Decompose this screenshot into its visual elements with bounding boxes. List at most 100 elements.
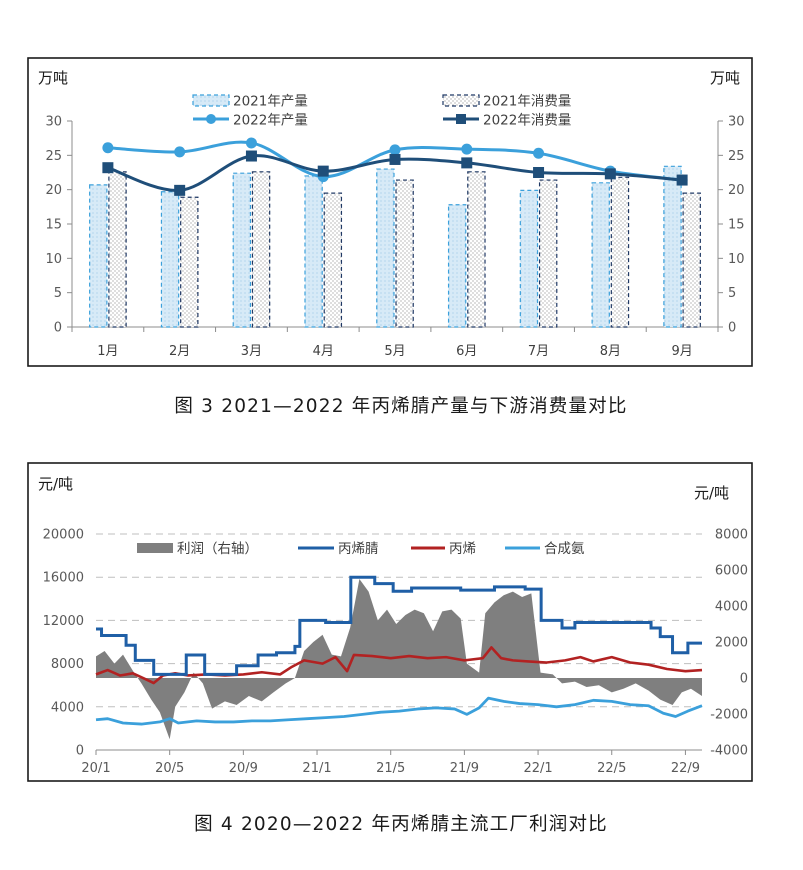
chart-2-x-tick-label: 21/9: [450, 761, 479, 776]
bar-production-2021: [663, 165, 682, 328]
point-consumption-2022: [604, 168, 616, 180]
chart-1-x-tick-label: 6月: [456, 344, 477, 359]
chart-2-y-tick-label-right: 8000: [715, 528, 748, 543]
chart-2-y-tick-label-left: 16000: [43, 571, 84, 586]
chart-2-x-tick-label: 21/1: [302, 761, 331, 776]
chart-1-x-tick-label: 4月: [313, 344, 334, 359]
legend-label-consumption-2021: 2021年消费量: [483, 94, 571, 110]
chart-2-line-ammonia: [95, 696, 703, 726]
bar-consumption-2021: [467, 171, 486, 328]
chart-2-unit-right: 元/吨: [694, 484, 729, 502]
chart-1-y-tick-label-left: 15: [45, 218, 62, 233]
legend-label-propylene: 丙烯: [449, 541, 476, 557]
point-production-2022: [174, 146, 186, 158]
point-consumption-2022: [461, 157, 473, 169]
chart-2-legend: 利润（右轴） 丙烯腈 丙烯 合成氨: [137, 541, 585, 557]
legend-swatch-consumption-2021: [442, 94, 480, 107]
point-production-2022: [389, 144, 401, 156]
chart-2-y-tick-label-right: 2000: [715, 636, 748, 651]
chart-1-y-tick-label-right: 15: [728, 218, 745, 233]
chart-2-y-tick-label-right: -2000: [710, 708, 748, 723]
bar-production-2021: [376, 168, 395, 328]
point-production-2022: [461, 143, 473, 155]
chart-1-unit-right: 万吨: [710, 69, 740, 87]
chart-2-unit-left: 元/吨: [38, 475, 73, 493]
legend-label-profit: 利润（右轴）: [177, 541, 258, 557]
chart-2-x-tick-label: 22/9: [671, 761, 700, 776]
bar-consumption-2021: [682, 192, 701, 328]
chart-1-y-tick-label-left: 5: [54, 286, 62, 301]
figure-3: 万吨 万吨 2021年产量 2021年消费量 2022年产量 2022年消费量 …: [27, 57, 753, 417]
bar-production-2021: [232, 172, 252, 328]
legend-label-consumption-2022: 2022年消费量: [483, 113, 571, 129]
chart-2-y-tick-label-right: 4000: [715, 600, 748, 615]
bar-consumption-2021: [323, 192, 343, 328]
legend-label-ammonia: 合成氨: [544, 541, 585, 557]
chart-2-y-tick-label-right: 0: [740, 672, 748, 687]
chart-2-x-tick-label: 22/5: [597, 761, 626, 776]
chart-1-x-tick-label: 5月: [384, 344, 405, 359]
chart-1-x-tick-label: 9月: [671, 344, 692, 359]
chart-2-y-tick-label-left: 12000: [43, 614, 84, 629]
point-production-2022: [533, 147, 545, 159]
chart-1-x-tick-label: 3月: [241, 344, 262, 359]
bar-production-2021: [160, 191, 180, 328]
point-consumption-2022: [533, 167, 545, 178]
chart-1-x-tick-label: 1月: [97, 344, 118, 359]
point-production-2022: [102, 142, 114, 154]
chart-1-y-tick-label-right: 30: [728, 115, 745, 130]
point-consumption-2022: [317, 165, 329, 177]
legend-label-production-2022: 2022年产量: [233, 113, 308, 129]
chart-2-y-tick-label-left: 20000: [43, 528, 84, 543]
point-production-2022: [245, 137, 257, 149]
chart-2-y-tick-label-left: 4000: [51, 700, 84, 715]
legend-swatch-profit: [137, 543, 173, 553]
point-consumption-2022: [676, 174, 688, 186]
chart-1-y-tick-label-right: 20: [728, 183, 745, 198]
figure-4-caption: 图 4 2020—2022 年丙烯腈主流工厂利润对比: [194, 814, 608, 835]
bar-consumption-2021: [180, 196, 199, 328]
chart-1-y-tick-label-left: 0: [54, 321, 62, 336]
chart-2-y-tick-label-right: -4000: [710, 744, 748, 759]
bar-consumption-2021: [108, 171, 127, 328]
legend-swatch-production-2021: [192, 94, 230, 107]
chart-2-y-tick-label-right: 6000: [715, 564, 748, 579]
bar-production-2021: [304, 175, 323, 328]
bar-consumption-2021: [538, 179, 558, 328]
legend-marker-production-2022: [206, 114, 216, 124]
chart-2-plot: 0 4000 8000 12000 16000 20000 -4000 -2000 0 2000 4…: [43, 528, 748, 777]
point-consumption-2022: [102, 162, 114, 174]
chart-1-plot: 0 0 5 5 10 10 15 15 20 20 25 25 30 30 1月 2月 3月 4月 5月 6月 7月 8月…: [45, 115, 744, 360]
chart-2-x-tick-label: 21/5: [376, 761, 405, 776]
bar-production-2021: [591, 182, 610, 328]
chart-2-x-tick-label: 20/1: [81, 761, 110, 776]
point-consumption-2022: [389, 153, 401, 165]
chart-1-x-tick-label: 2月: [169, 344, 190, 359]
chart-2-x-tick-label: 20/9: [229, 761, 258, 776]
bar-consumption-2021: [395, 179, 414, 328]
chart-1-y-tick-label-right: 5: [728, 286, 736, 301]
bar-production-2021: [89, 184, 108, 328]
chart-1-y-tick-label-left: 25: [45, 149, 62, 164]
legend-label-acrylonitrile: 丙烯腈: [338, 541, 379, 557]
chart-2-y-tick-label-left: 8000: [51, 657, 84, 672]
figure-4: 元/吨 元/吨 040008000120001600020000-4000-20…: [27, 462, 753, 835]
figure-3-caption: 图 3 2021—2022 年丙烯腈产量与下游消费量对比: [174, 396, 627, 417]
bar-production-2021: [447, 204, 467, 328]
chart-1-unit-left: 万吨: [38, 69, 68, 87]
chart-1-y-tick-label-right: 25: [728, 149, 745, 164]
chart-2-y-tick-label-left: 0: [76, 744, 84, 759]
chart-1-y-tick-label-right: 10: [728, 252, 745, 267]
legend-marker-consumption-2022: [456, 114, 466, 124]
chart-2-profit-area: [96, 579, 702, 740]
chart-1-x-tick-label: 7月: [528, 344, 549, 359]
point-consumption-2022: [174, 184, 186, 196]
chart-1-legend: 2021年产量 2021年消费量 2022年产量 2022年消费量: [192, 94, 571, 129]
legend-label-production-2021: 2021年产量: [233, 94, 308, 110]
bar-production-2021: [519, 189, 539, 328]
bar-consumption-2021: [251, 171, 271, 328]
chart-2-line-acrylonitrile: [96, 575, 702, 676]
bar-consumption-2021: [610, 176, 630, 328]
chart-1-x-tick-label: 8月: [600, 344, 621, 359]
